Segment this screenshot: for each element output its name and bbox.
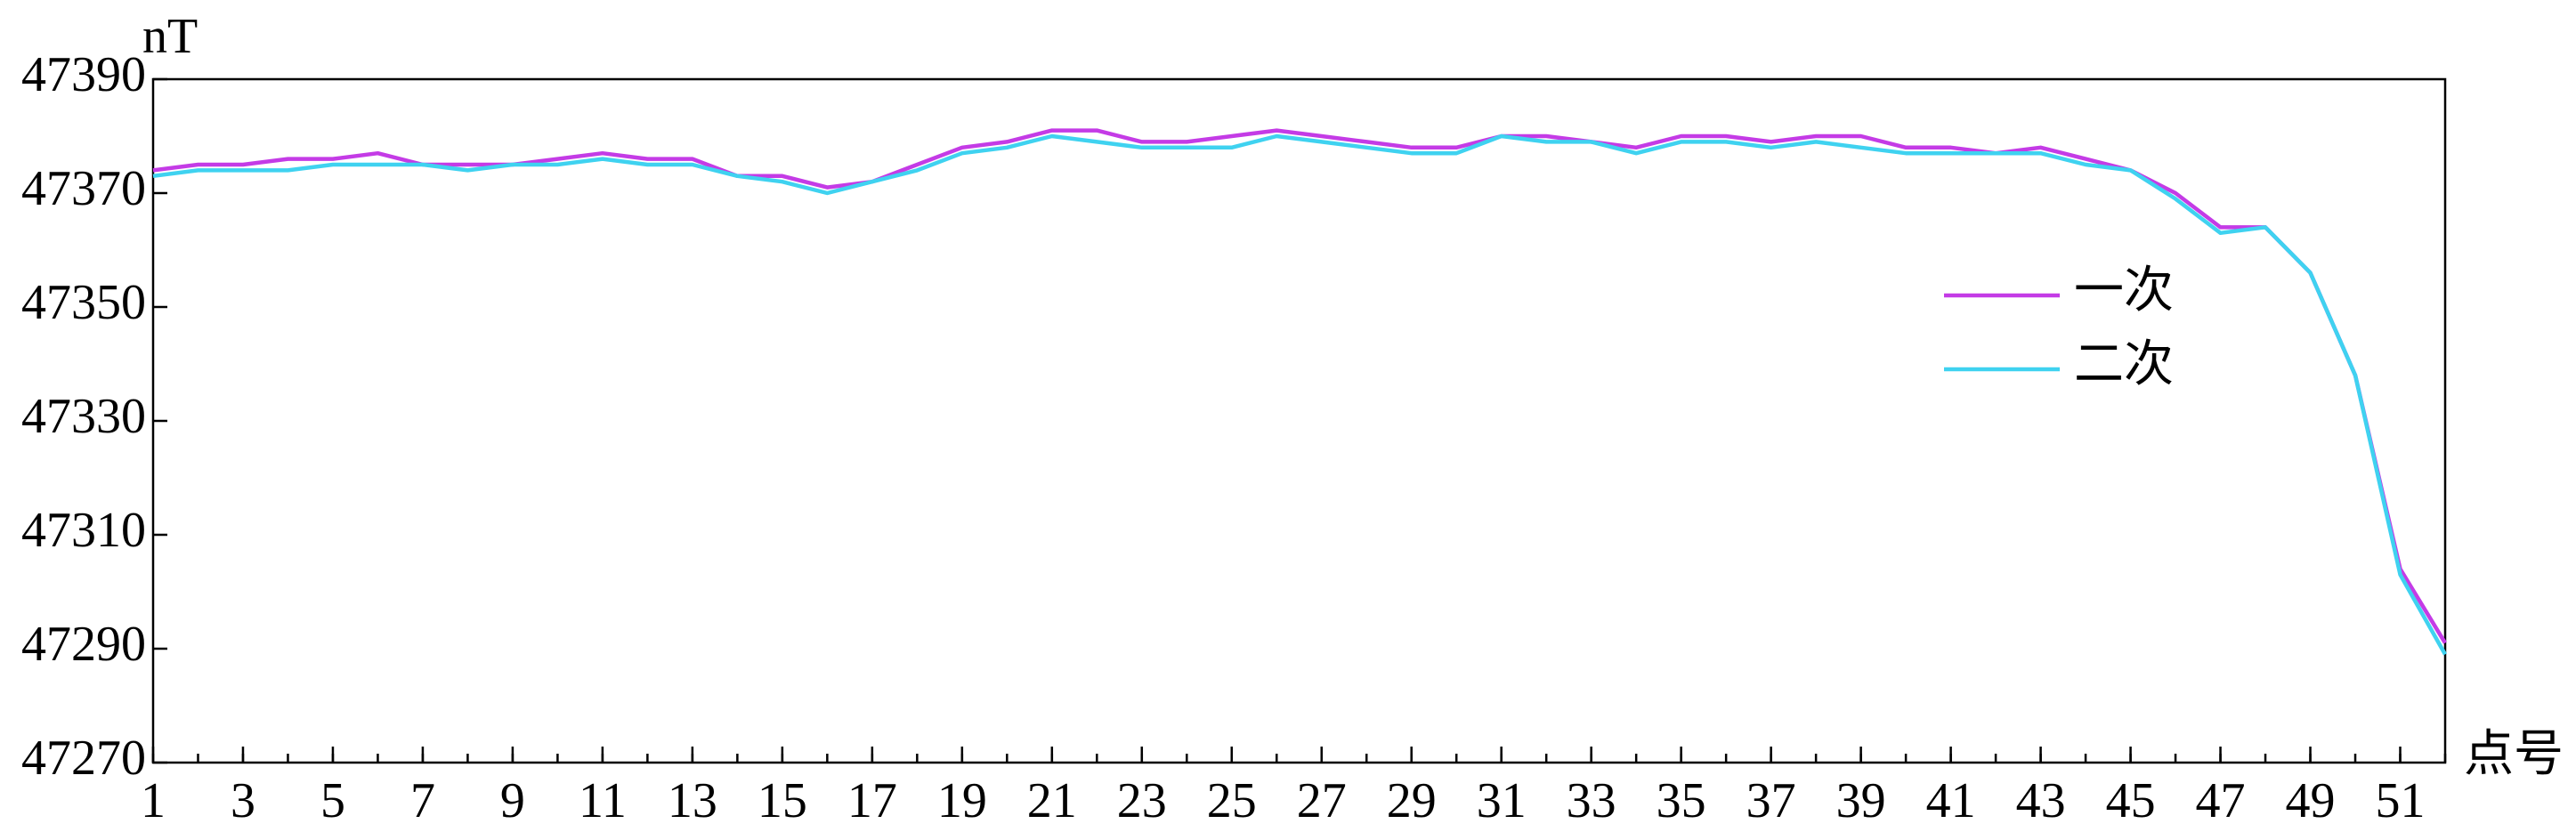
y-tick-label: 47390 — [21, 47, 146, 102]
x-tick-label: 3 — [231, 773, 255, 828]
plot-frame — [151, 77, 2447, 764]
x-tick-label: 23 — [1117, 773, 1167, 828]
x-tick-label: 5 — [320, 773, 345, 828]
x-tick-label: 49 — [2286, 773, 2336, 828]
y-tick-label: 47330 — [21, 389, 146, 444]
x-tick-label: 19 — [937, 773, 987, 828]
series-line — [152, 133, 2447, 656]
x-tick-label: 29 — [1387, 773, 1437, 828]
y-tick-label: 47370 — [21, 161, 146, 216]
x-axis-label: 点号 — [2464, 727, 2564, 782]
y-tick-label: 47350 — [21, 275, 146, 330]
x-tick-label: 35 — [1657, 773, 1706, 828]
y-tick-label: 47290 — [21, 617, 146, 672]
x-tick-label: 43 — [2016, 773, 2066, 828]
legend-label: 二次 — [2074, 337, 2174, 392]
x-tick-label: 45 — [2106, 773, 2156, 828]
y-tick-label: 47310 — [21, 503, 146, 558]
x-tick-label: 37 — [1746, 773, 1796, 828]
x-tick-label: 21 — [1027, 773, 1077, 828]
x-tick-label: 13 — [668, 773, 717, 828]
x-tick-label: 51 — [2376, 773, 2426, 828]
x-tick-label: 17 — [847, 773, 897, 828]
x-tick-label: 47 — [2196, 773, 2246, 828]
x-tick-label: 1 — [141, 773, 166, 828]
x-tick-label: 7 — [410, 773, 435, 828]
x-tick-label: 33 — [1567, 773, 1616, 828]
x-tick-label: 31 — [1477, 773, 1527, 828]
legend-label: 一次 — [2074, 263, 2174, 319]
x-tick-label: 27 — [1297, 773, 1347, 828]
x-tick-label: 25 — [1207, 773, 1257, 828]
y-tick-label: 47270 — [21, 731, 146, 786]
x-tick-label: 9 — [500, 773, 525, 828]
series-line — [152, 128, 2447, 644]
x-tick-label: 11 — [579, 773, 627, 828]
x-tick-label: 15 — [757, 773, 807, 828]
x-tick-label: 41 — [1926, 773, 1976, 828]
x-tick-label: 39 — [1836, 773, 1886, 828]
y-axis-label: nT — [142, 9, 198, 64]
